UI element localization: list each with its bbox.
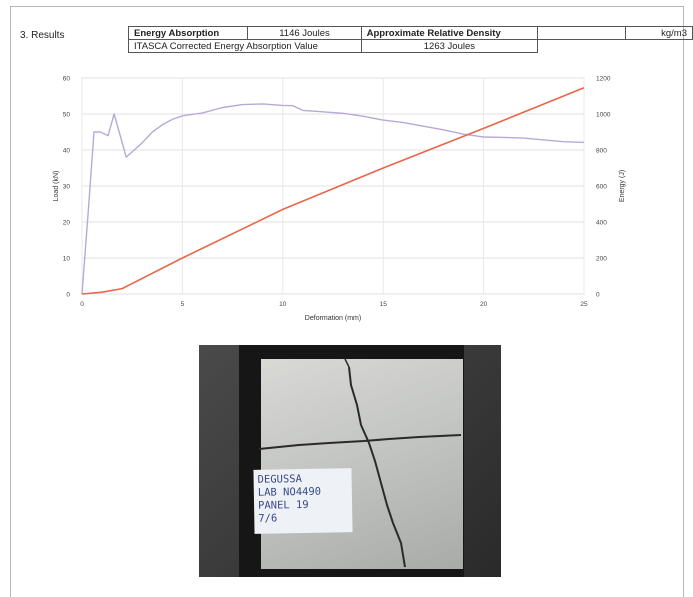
y-left-tick-label: 0 bbox=[66, 292, 70, 299]
corrected-energy-value: 1263 Joules bbox=[360, 39, 539, 53]
chart-grid bbox=[81, 77, 585, 295]
y-right-tick-label: 200 bbox=[596, 256, 607, 263]
page-frame bbox=[10, 6, 684, 597]
y-left-tick-label: 40 bbox=[63, 148, 71, 155]
concrete-panel bbox=[261, 359, 463, 569]
y-left-tick-label: 60 bbox=[63, 76, 71, 83]
x-axis-label: Deformation (mm) bbox=[305, 315, 361, 322]
y-right-tick-label: 600 bbox=[596, 184, 607, 191]
y-left-tick-label: 30 bbox=[63, 184, 71, 191]
y-right-tick-label: 400 bbox=[596, 220, 607, 227]
section-title: 3. Results bbox=[20, 30, 65, 41]
y-left-tick-label: 50 bbox=[63, 112, 71, 119]
x-tick-label: 25 bbox=[580, 301, 588, 308]
chart-lines bbox=[81, 86, 585, 295]
specimen-photo: DEGUSSA LAB NO4490 PANEL 19 7/6 bbox=[199, 345, 501, 577]
x-tick-label: 15 bbox=[380, 301, 388, 308]
x-tick-label: 5 bbox=[181, 301, 185, 308]
y-right-tick-label: 1000 bbox=[596, 112, 611, 119]
y-right-tick-label: 0 bbox=[596, 292, 600, 299]
corrected-energy-label: ITASCA Corrected Energy Absorption Value bbox=[128, 39, 362, 53]
y-right-tick-label: 800 bbox=[596, 148, 607, 155]
y-axis-right-label: Energy (J) bbox=[619, 170, 626, 202]
y-left-tick-label: 10 bbox=[63, 256, 71, 263]
relative-density-value bbox=[537, 26, 627, 40]
load-series-line bbox=[81, 103, 585, 295]
results-summary-table: Energy Absorption 1146 Joules Approximat… bbox=[127, 26, 693, 53]
x-tick-label: 0 bbox=[80, 301, 84, 308]
energy-series-line bbox=[81, 86, 585, 295]
panel-label-card: DEGUSSA LAB NO4490 PANEL 19 7/6 bbox=[253, 468, 353, 534]
panel-cracks bbox=[258, 358, 462, 568]
y-left-tick-label: 20 bbox=[63, 220, 71, 227]
y-right-tick-label: 1200 bbox=[596, 76, 611, 83]
y-axis-left-label: Load (kN) bbox=[53, 171, 60, 202]
x-tick-label: 20 bbox=[480, 301, 488, 308]
panel-label-line: 7/6 bbox=[258, 512, 278, 525]
x-tick-label: 10 bbox=[279, 301, 287, 308]
relative-density-unit: kg/m3 bbox=[625, 26, 693, 40]
